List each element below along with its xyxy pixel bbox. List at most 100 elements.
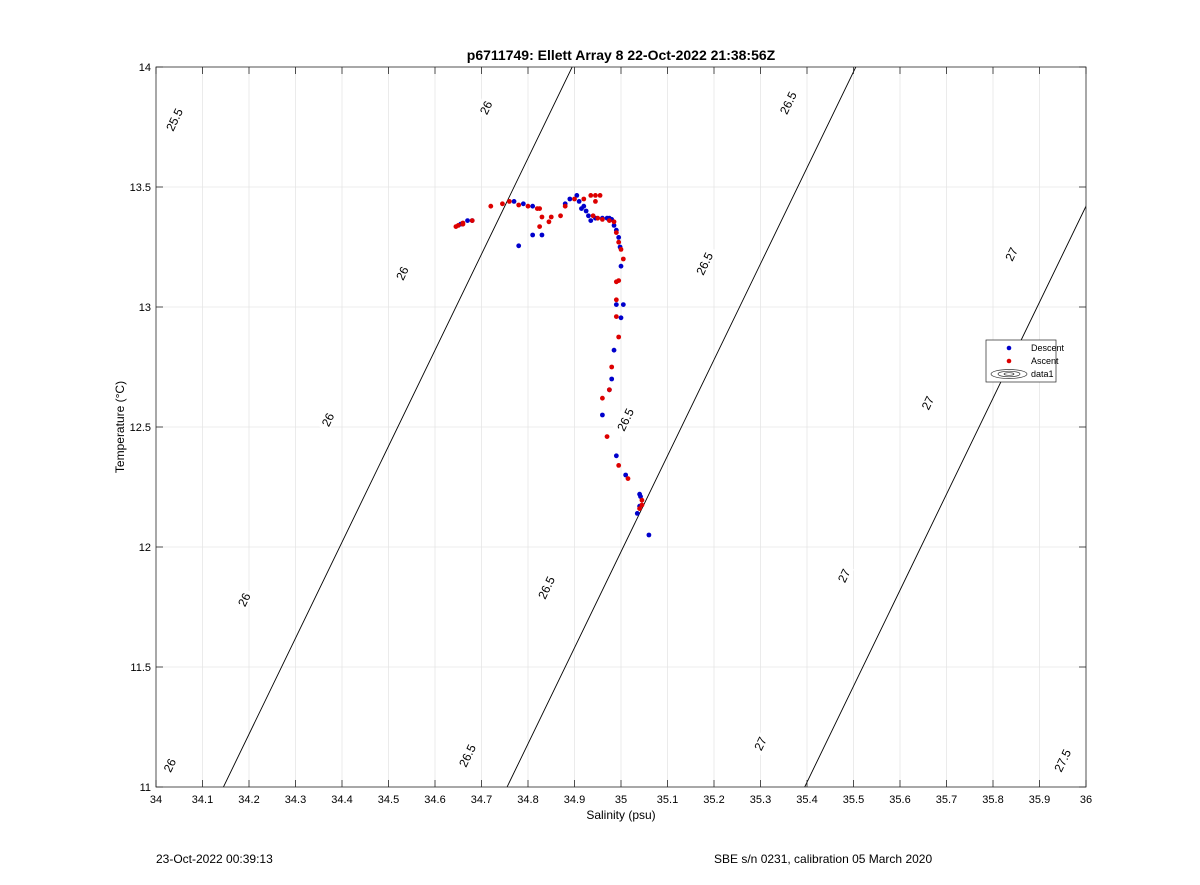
axis-ticks: 34 34.1 34.2 34.3 34.4 34.5 34.6 34.7 34.8 34.9 35… xyxy=(130,62,1093,806)
point-ascent xyxy=(562,203,568,209)
isopycnal-label: 26 xyxy=(316,407,338,432)
isopycnal-label: 26 xyxy=(474,95,496,120)
isopycnal-label-text: 27 xyxy=(751,734,770,752)
legend-data1-label: data1 xyxy=(1031,369,1054,379)
point-ascent xyxy=(625,476,631,481)
point-ascent xyxy=(613,230,619,236)
point-ascent xyxy=(593,193,598,198)
isopycnal-line xyxy=(222,67,573,787)
point-ascent xyxy=(539,214,545,220)
x-tick-label: 34.3 xyxy=(285,794,306,806)
point-ascent xyxy=(604,434,610,439)
point-descent xyxy=(465,218,470,224)
isopycnal-label-text: 27 xyxy=(919,394,938,412)
chart-title: p6711749: Ellett Array 8 22-Oct-2022 21:… xyxy=(467,47,776,63)
point-ascent xyxy=(595,215,601,221)
point-ascent xyxy=(637,506,642,511)
point-descent xyxy=(646,532,652,538)
x-tick-label: 34.2 xyxy=(238,794,259,806)
isopycnal-label: 27 xyxy=(832,563,854,588)
point-descent xyxy=(530,232,536,238)
x-tick-label: 35.7 xyxy=(936,794,957,806)
y-tick-label: 14 xyxy=(139,62,151,74)
point-ascent xyxy=(469,218,475,224)
point-descent xyxy=(609,376,615,382)
x-tick-label: 34.7 xyxy=(471,794,492,806)
point-ascent xyxy=(507,199,512,204)
x-tick-label: 34.4 xyxy=(331,794,352,806)
isopycnal-label-text: 26 xyxy=(393,264,412,282)
isopycnal-line xyxy=(804,205,1086,787)
point-descent xyxy=(520,201,526,207)
point-ascent xyxy=(581,196,587,202)
isopycnal-label-text: 26 xyxy=(319,410,338,428)
point-ascent xyxy=(639,497,645,503)
y-tick-label: 13.5 xyxy=(130,182,151,194)
point-ascent xyxy=(500,201,505,207)
point-descent xyxy=(511,199,517,204)
point-ascent xyxy=(548,214,554,220)
point-ascent xyxy=(613,279,619,285)
point-ascent xyxy=(606,218,612,224)
x-tick-label: 35.4 xyxy=(796,794,817,806)
point-descent xyxy=(567,196,573,202)
point-descent xyxy=(586,213,591,219)
point-ascent xyxy=(488,203,494,209)
y-tick-label: 13 xyxy=(139,302,151,314)
x-tick-label: 35.6 xyxy=(889,794,910,806)
point-descent xyxy=(634,511,640,516)
point-ascent xyxy=(455,223,461,228)
x-tick-label: 35.8 xyxy=(982,794,1003,806)
point-ascent xyxy=(613,297,619,303)
point-ascent xyxy=(616,463,622,468)
point-ascent xyxy=(516,202,522,208)
x-tick-label: 35.9 xyxy=(1029,794,1050,806)
point-descent xyxy=(613,453,619,459)
point-descent xyxy=(611,347,617,353)
point-descent xyxy=(574,193,580,198)
point-ascent xyxy=(590,213,596,219)
footer-calibration: SBE s/n 0231, calibration 05 March 2020 xyxy=(714,852,933,866)
isopycnal-label: 27 xyxy=(1000,241,1022,266)
isopycnal-label-text: 27 xyxy=(1002,245,1021,263)
point-descent xyxy=(616,235,622,240)
point-ascent xyxy=(616,239,622,245)
point-descent xyxy=(637,491,642,497)
point-ascent xyxy=(613,314,619,319)
point-ascent xyxy=(546,219,552,225)
point-descent xyxy=(539,232,545,238)
point-descent xyxy=(600,412,605,418)
point-ascent xyxy=(616,334,622,340)
point-descent xyxy=(530,203,536,209)
point-descent xyxy=(613,302,619,307)
x-tick-label: 34 xyxy=(150,794,162,806)
point-ascent xyxy=(537,224,543,230)
x-tick-label: 34.5 xyxy=(378,794,399,806)
x-tick-label: 35.1 xyxy=(657,794,678,806)
isopycnal-label: 26 xyxy=(390,260,413,286)
point-ascent xyxy=(611,219,617,225)
point-ascent xyxy=(606,387,612,393)
data-points xyxy=(453,193,652,538)
isopycnal-label: 27 xyxy=(916,390,938,415)
x-tick-label: 35.3 xyxy=(750,794,771,806)
point-ascent xyxy=(639,502,645,508)
isopycnal-label: 27 xyxy=(748,731,771,756)
y-tick-label: 11.5 xyxy=(130,662,151,674)
x-tick-label: 35.2 xyxy=(703,794,724,806)
x-tick-label: 34.1 xyxy=(192,794,213,806)
point-ascent xyxy=(588,193,594,198)
y-axis-label: Temperature (°C) xyxy=(113,381,127,473)
point-ascent xyxy=(597,193,603,198)
isopycnal-line xyxy=(506,67,857,787)
isopycnal-label-text: 26 xyxy=(235,590,254,608)
x-tick-label: 35 xyxy=(615,794,627,806)
point-descent xyxy=(623,472,629,478)
footer-timestamp: 23-Oct-2022 00:39:13 xyxy=(156,852,273,866)
point-ascent xyxy=(600,217,605,222)
x-tick-label: 34.9 xyxy=(564,794,585,806)
legend-ascent-label: Ascent xyxy=(1031,356,1059,366)
isopycnal-label: 26 xyxy=(232,587,255,612)
point-ascent xyxy=(572,196,577,202)
